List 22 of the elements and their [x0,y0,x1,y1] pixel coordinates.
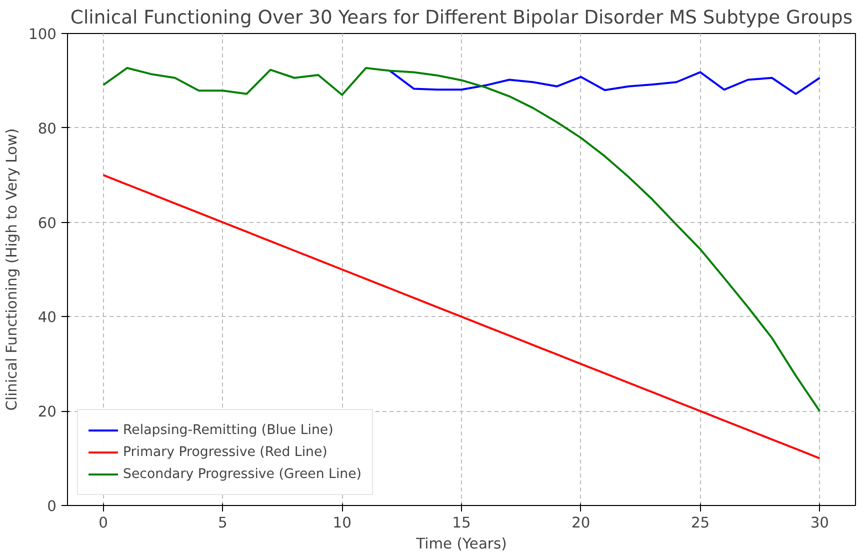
y-tick-label: 20 [38,404,57,421]
x-tick-label: 20 [572,514,590,532]
y-tick-label: 100 [28,26,57,43]
x-axis-title: Time (Years) [415,536,507,552]
x-tick-label: 0 [98,514,108,532]
line-series [102,174,821,460]
x-tick-label: 10 [332,514,352,532]
y-tick-label: 40 [38,309,57,326]
legend-label: Secondary Progressive (Green Line) [123,466,362,482]
y-tick-label: 80 [38,120,57,138]
x-tick-label: 25 [690,514,710,532]
y-tick-label: 0 [47,498,57,515]
x-tick-label: 5 [218,514,228,532]
y-tick-label: 60 [38,214,57,232]
line-series [388,70,821,95]
line-series [102,66,821,412]
chart-title: Clinical Functioning Over 30 Years for Different Bipolar Disorder MS Subtype Groups [70,8,853,28]
x-tick-label: 15 [452,514,471,532]
y-axis-title: Clinical Functioning (High to Very Low) [4,128,21,411]
x-tick-label: 30 [810,514,830,532]
legend-label: Primary Progressive (Red Line) [123,444,328,460]
legend-label: Relapsing-Remitting (Blue Line) [123,422,334,438]
